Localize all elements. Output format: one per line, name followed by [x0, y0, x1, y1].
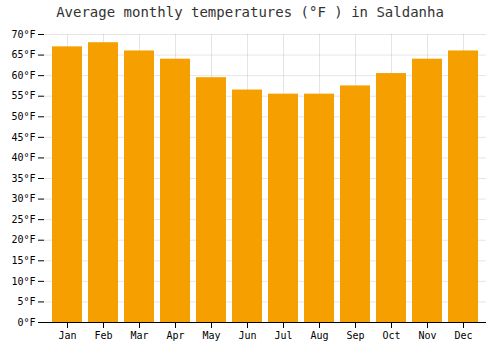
svg-text:Dec: Dec — [454, 330, 472, 341]
svg-text:10°F: 10°F — [11, 276, 35, 287]
svg-text:Oct: Oct — [382, 330, 400, 341]
svg-text:0°F: 0°F — [17, 317, 35, 328]
svg-text:15°F: 15°F — [11, 255, 35, 266]
svg-text:50°F: 50°F — [11, 111, 35, 122]
svg-text:Nov: Nov — [418, 330, 436, 341]
svg-text:60°F: 60°F — [11, 70, 35, 81]
svg-text:40°F: 40°F — [11, 152, 35, 163]
svg-text:25°F: 25°F — [11, 214, 35, 225]
svg-text:Sep: Sep — [346, 330, 364, 341]
svg-text:Aug: Aug — [310, 330, 328, 341]
svg-text:30°F: 30°F — [11, 193, 35, 204]
svg-text:May: May — [202, 330, 220, 341]
svg-text:Jun: Jun — [238, 330, 256, 341]
svg-text:70°F: 70°F — [11, 29, 35, 40]
svg-text:Jul: Jul — [274, 330, 292, 341]
svg-text:Feb: Feb — [94, 330, 112, 341]
svg-text:45°F: 45°F — [11, 132, 35, 143]
svg-text:65°F: 65°F — [11, 49, 35, 60]
svg-text:Jan: Jan — [58, 330, 76, 341]
svg-text:Mar: Mar — [130, 330, 148, 341]
html-text:Average monthly temperatures (: Average monthly temperatures (°F ) in Sa… — [56, 4, 444, 20]
svg-text:Apr: Apr — [166, 330, 184, 341]
svg-text:55°F: 55°F — [11, 90, 35, 101]
svg-text:5°F: 5°F — [17, 296, 35, 307]
svg-text:20°F: 20°F — [11, 234, 35, 245]
svg-text:35°F: 35°F — [11, 173, 35, 184]
